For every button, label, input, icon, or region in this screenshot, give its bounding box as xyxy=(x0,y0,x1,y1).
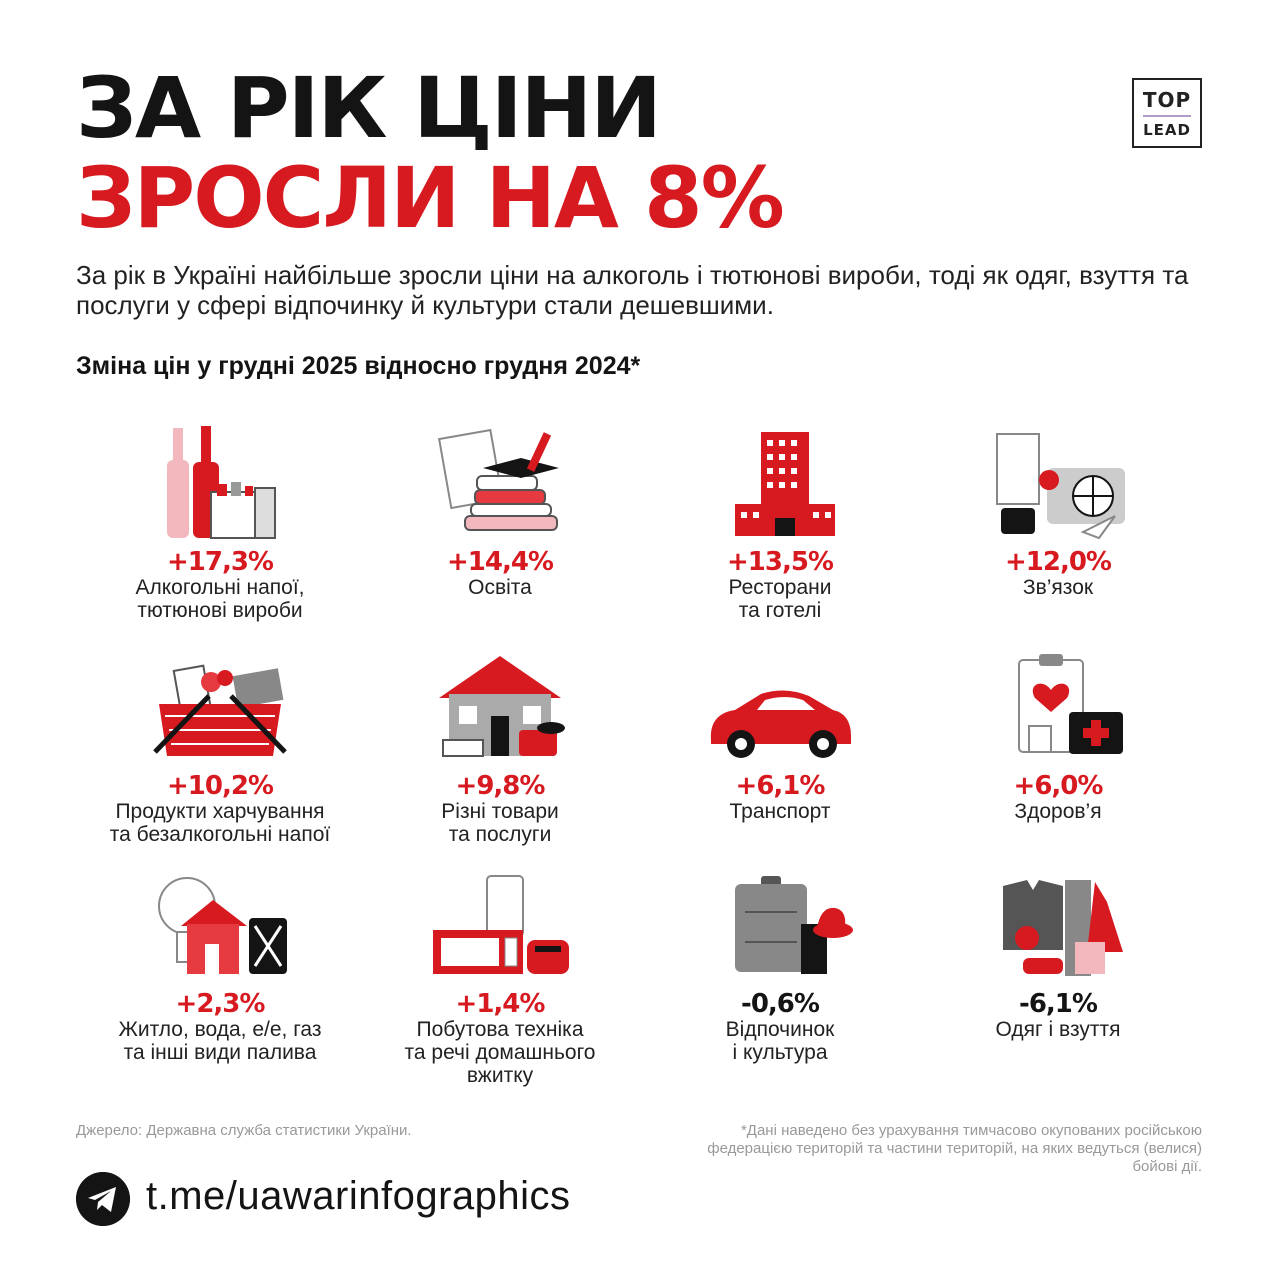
category-label: Різні товари та послуги xyxy=(441,800,559,846)
hotel-icon xyxy=(735,432,835,536)
category-label: Житло, вода, е/е, газ та інші види палив… xyxy=(118,1018,322,1064)
category-value: +2,3% xyxy=(175,989,266,1019)
communication-icon xyxy=(996,433,1125,540)
category-value: +10,2% xyxy=(167,771,274,801)
car-icon xyxy=(710,690,851,758)
category-label: Ресторани та готелі xyxy=(728,576,832,622)
category-card-appliances: +1,4% Побутова техніка та речі домашньог… xyxy=(360,862,640,1087)
toplead-logo: TOP LEAD xyxy=(1132,78,1202,148)
category-label: Одяг і взуття xyxy=(995,1018,1121,1041)
footnote: *Дані наведено без урахування тимчасово … xyxy=(707,1122,1202,1175)
category-card-alcohol: +17,3% Алкогольні напої, тютюнові вироби xyxy=(80,420,360,622)
telegram-link[interactable]: t.me/uawarinfographics xyxy=(146,1174,571,1218)
clothing-icon xyxy=(1003,880,1123,976)
category-card-communication: +12,0% Зв’язок xyxy=(918,420,1198,599)
category-label: Освіта xyxy=(468,576,532,599)
category-card-misc: +9,8% Різні товари та послуги xyxy=(360,644,640,846)
category-card-housing: +2,3% Житло, вода, е/е, газ та інші види… xyxy=(80,862,360,1064)
category-label: Транспорт xyxy=(729,800,831,823)
source-note: Джерело: Державна служба статистики Укра… xyxy=(76,1122,412,1139)
alcohol-tobacco-icon xyxy=(167,426,276,539)
category-value: +14,4% xyxy=(447,547,554,577)
category-card-transport: +6,1% Транспорт xyxy=(640,644,920,823)
category-card-education: +14,4% Освіта xyxy=(360,420,640,599)
category-value: +6,1% xyxy=(735,771,826,801)
category-label: Продукти харчування та безалкогольні нап… xyxy=(109,800,331,846)
intro-text: За рік в Україні найбільше зросли ціни н… xyxy=(76,260,1189,320)
category-value: +6,0% xyxy=(1013,771,1104,801)
category-value: -0,6% xyxy=(741,989,820,1019)
category-card-clothing: -6,1% Одяг і взуття xyxy=(918,862,1198,1041)
logo-bottom-text: LEAD xyxy=(1143,120,1191,139)
logo-divider xyxy=(1143,114,1191,117)
category-value: +1,4% xyxy=(455,989,546,1019)
education-icon xyxy=(437,428,559,531)
category-card-food: +10,2% Продукти харчування та безалкогол… xyxy=(80,644,360,846)
category-value: +9,8% xyxy=(455,771,546,801)
title-line-2: ЗРОСЛИ НА 8% xyxy=(76,149,785,247)
category-label: Алкогольні напої, тютюнові вироби xyxy=(135,576,305,622)
category-value: -6,1% xyxy=(1019,989,1098,1019)
category-card-leisure: -0,6% Відпочинок і культура xyxy=(640,862,920,1064)
page-title: ЗА РІК ЦІНИ ЗРОСЛИ НА 8% xyxy=(76,66,785,247)
category-card-hotels: +13,5% Ресторани та готелі xyxy=(640,420,920,622)
title-line-1: ЗА РІК ЦІНИ xyxy=(76,59,662,157)
logo-top-text: TOP xyxy=(1142,87,1192,112)
health-icon xyxy=(1018,654,1123,754)
telegram-icon[interactable] xyxy=(76,1172,130,1226)
travel-icon xyxy=(735,876,853,974)
appliances-icon xyxy=(433,875,569,974)
category-label: Здоров’я xyxy=(1014,800,1102,823)
category-value: +13,5% xyxy=(727,547,834,577)
grocery-basket-icon xyxy=(153,664,287,756)
housing-utilities-icon xyxy=(158,877,287,974)
category-label: Побутова техніка та речі домашнього вжит… xyxy=(404,1018,596,1087)
section-subtitle: Зміна цін у грудні 2025 відносно грудня … xyxy=(76,352,641,380)
category-value: +17,3% xyxy=(167,547,274,577)
category-value: +12,0% xyxy=(1005,547,1112,577)
category-card-health: +6,0% Здоров’я xyxy=(918,644,1198,823)
category-label: Зв’язок xyxy=(1022,576,1094,599)
category-label: Відпочинок і культура xyxy=(725,1018,835,1064)
house-goods-icon xyxy=(439,656,565,757)
